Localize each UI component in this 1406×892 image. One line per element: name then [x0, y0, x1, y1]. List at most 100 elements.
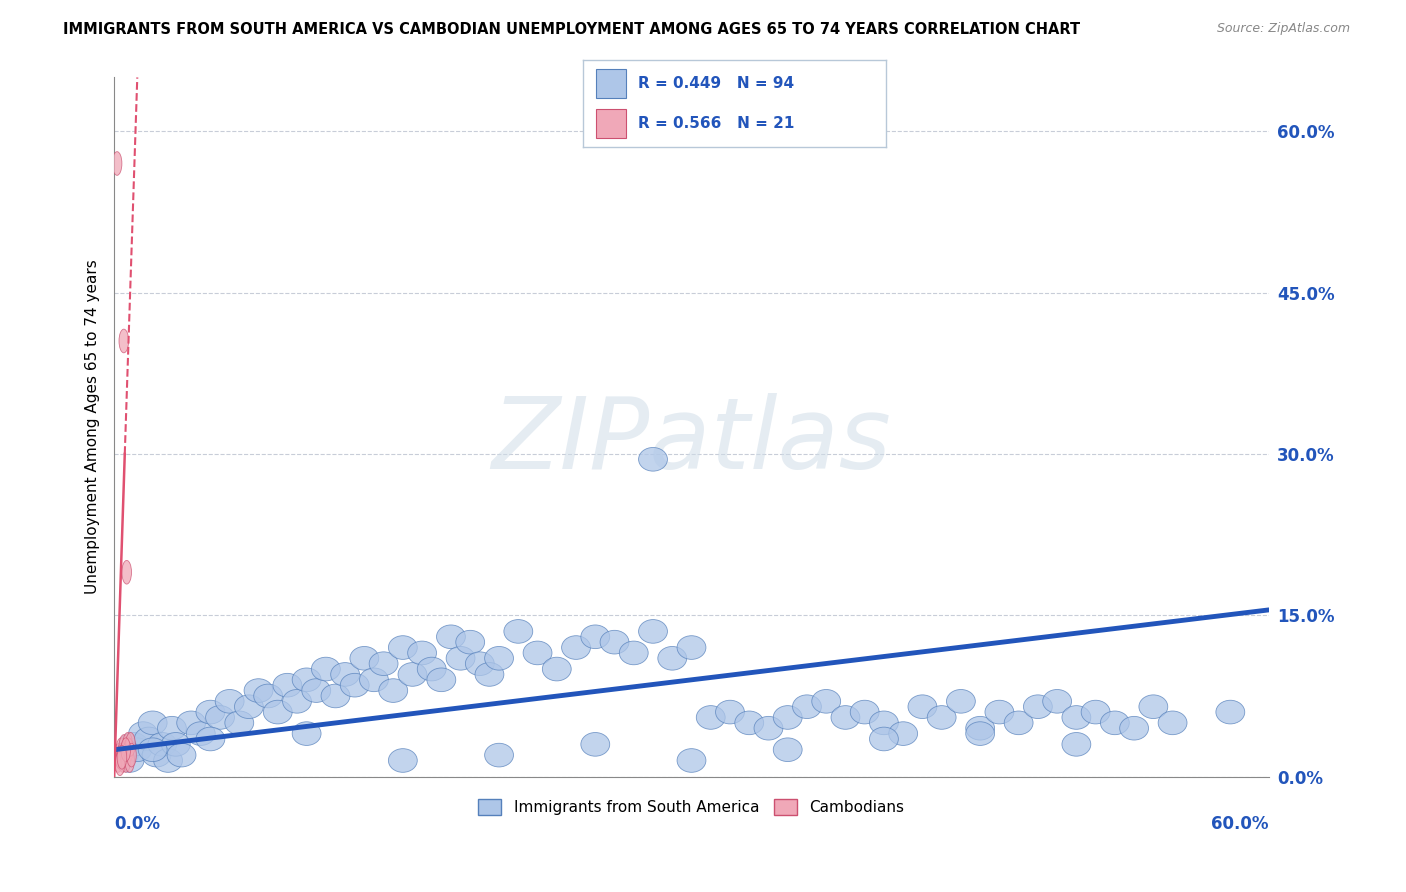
Ellipse shape: [115, 752, 125, 775]
Ellipse shape: [360, 668, 388, 691]
Ellipse shape: [388, 636, 418, 659]
Ellipse shape: [187, 722, 215, 746]
Ellipse shape: [398, 663, 427, 686]
Ellipse shape: [456, 631, 485, 654]
Ellipse shape: [1101, 711, 1129, 735]
Ellipse shape: [581, 732, 610, 756]
Ellipse shape: [138, 711, 167, 735]
Ellipse shape: [735, 711, 763, 735]
Ellipse shape: [125, 748, 135, 772]
Ellipse shape: [696, 706, 725, 730]
Ellipse shape: [1062, 706, 1091, 730]
Ellipse shape: [889, 722, 918, 746]
Ellipse shape: [1004, 711, 1033, 735]
Ellipse shape: [312, 657, 340, 681]
Ellipse shape: [167, 743, 195, 767]
Text: ZIPatlas: ZIPatlas: [492, 392, 891, 490]
Ellipse shape: [263, 700, 292, 724]
Ellipse shape: [115, 748, 143, 772]
Ellipse shape: [124, 738, 134, 762]
Ellipse shape: [114, 743, 124, 767]
Ellipse shape: [120, 741, 129, 764]
Ellipse shape: [523, 641, 553, 665]
Ellipse shape: [465, 652, 495, 675]
Ellipse shape: [121, 738, 131, 762]
Ellipse shape: [658, 647, 686, 670]
Ellipse shape: [245, 679, 273, 702]
Ellipse shape: [292, 668, 321, 691]
Ellipse shape: [436, 625, 465, 648]
Ellipse shape: [378, 679, 408, 702]
Text: Source: ZipAtlas.com: Source: ZipAtlas.com: [1216, 22, 1350, 36]
Ellipse shape: [811, 690, 841, 714]
Ellipse shape: [114, 748, 122, 772]
Ellipse shape: [235, 695, 263, 719]
Ellipse shape: [754, 716, 783, 740]
Ellipse shape: [125, 732, 135, 756]
Ellipse shape: [225, 711, 253, 735]
Ellipse shape: [122, 560, 132, 584]
Ellipse shape: [177, 711, 205, 735]
Ellipse shape: [485, 743, 513, 767]
Ellipse shape: [908, 695, 936, 719]
Ellipse shape: [966, 722, 994, 746]
Text: IMMIGRANTS FROM SOUTH AMERICA VS CAMBODIAN UNEMPLOYMENT AMONG AGES 65 TO 74 YEAR: IMMIGRANTS FROM SOUTH AMERICA VS CAMBODI…: [63, 22, 1080, 37]
Ellipse shape: [195, 700, 225, 724]
Ellipse shape: [446, 647, 475, 670]
Ellipse shape: [120, 780, 129, 805]
Ellipse shape: [851, 700, 879, 724]
Ellipse shape: [773, 738, 803, 762]
Text: 0.0%: 0.0%: [114, 815, 160, 833]
Y-axis label: Unemployment Among Ages 65 to 74 years: Unemployment Among Ages 65 to 74 years: [86, 260, 100, 594]
Ellipse shape: [1024, 695, 1052, 719]
Ellipse shape: [117, 743, 127, 767]
Ellipse shape: [142, 743, 172, 767]
Ellipse shape: [283, 690, 312, 714]
Ellipse shape: [503, 620, 533, 643]
Ellipse shape: [195, 727, 225, 751]
Ellipse shape: [117, 738, 125, 762]
Ellipse shape: [418, 657, 446, 681]
Ellipse shape: [543, 657, 571, 681]
Ellipse shape: [1119, 716, 1149, 740]
Ellipse shape: [112, 152, 122, 176]
Ellipse shape: [340, 673, 370, 697]
Text: R = 0.449   N = 94: R = 0.449 N = 94: [638, 77, 794, 91]
Ellipse shape: [115, 746, 125, 769]
Ellipse shape: [1062, 732, 1091, 756]
Ellipse shape: [869, 711, 898, 735]
Ellipse shape: [1159, 711, 1187, 735]
Ellipse shape: [1216, 700, 1244, 724]
Ellipse shape: [986, 700, 1014, 724]
Ellipse shape: [1043, 690, 1071, 714]
Ellipse shape: [135, 727, 163, 751]
Ellipse shape: [927, 706, 956, 730]
Ellipse shape: [205, 706, 235, 730]
Ellipse shape: [110, 743, 138, 767]
Ellipse shape: [127, 743, 136, 767]
Text: R = 0.566   N = 21: R = 0.566 N = 21: [638, 116, 794, 130]
Ellipse shape: [120, 329, 128, 353]
Ellipse shape: [148, 732, 177, 756]
Ellipse shape: [388, 748, 418, 772]
Ellipse shape: [1081, 700, 1111, 724]
Ellipse shape: [120, 735, 128, 758]
Ellipse shape: [253, 684, 283, 707]
Ellipse shape: [120, 732, 148, 756]
FancyBboxPatch shape: [596, 70, 626, 98]
Ellipse shape: [321, 684, 350, 707]
Ellipse shape: [619, 641, 648, 665]
Ellipse shape: [128, 722, 157, 746]
Ellipse shape: [561, 636, 591, 659]
Ellipse shape: [946, 690, 976, 714]
Ellipse shape: [427, 668, 456, 691]
Ellipse shape: [716, 700, 744, 724]
Ellipse shape: [966, 716, 994, 740]
Ellipse shape: [773, 706, 803, 730]
Ellipse shape: [138, 738, 167, 762]
Ellipse shape: [678, 636, 706, 659]
Ellipse shape: [1139, 695, 1168, 719]
FancyBboxPatch shape: [596, 109, 626, 137]
Ellipse shape: [118, 748, 128, 772]
Ellipse shape: [638, 620, 668, 643]
